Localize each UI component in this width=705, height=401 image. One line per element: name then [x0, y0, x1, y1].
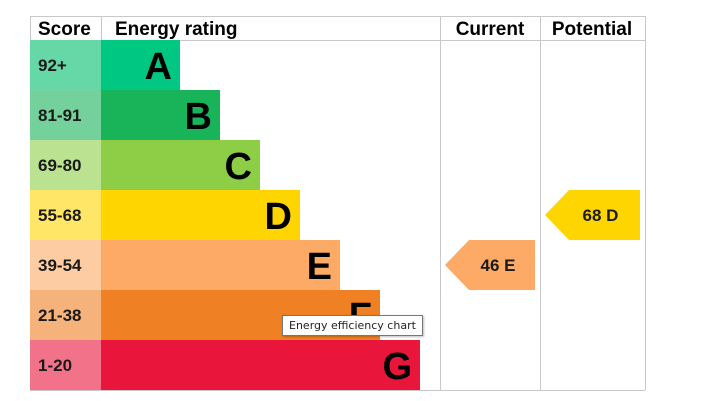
current-rating-arrow: 46 E	[445, 240, 535, 290]
band-a: 92+ A	[30, 40, 180, 90]
band-score-cell	[30, 240, 101, 290]
band-score-label: 39-54	[38, 256, 82, 275]
band-score-cell	[30, 140, 101, 190]
band-letter: G	[382, 346, 412, 388]
band-score-label: 81-91	[38, 106, 81, 125]
band-bar	[101, 340, 420, 390]
header-energy-rating: Energy rating	[115, 19, 237, 40]
band-letter: C	[225, 146, 252, 188]
potential-rating-arrow-shape	[545, 190, 640, 240]
band-score-label: 1-20	[38, 356, 72, 375]
header-current: Current	[456, 19, 525, 40]
band-letter: E	[307, 246, 332, 288]
band-score-cell	[30, 290, 101, 340]
potential-rating-arrow: 68 D	[545, 190, 640, 240]
band-g: 1-20 G	[30, 340, 420, 390]
band-c: 69-80 C	[30, 140, 260, 190]
band-letter: D	[265, 196, 292, 238]
rating-arrows: 46 E 68 D	[445, 190, 640, 290]
band-bar	[101, 190, 300, 240]
band-bar	[101, 90, 220, 140]
band-score-cell	[30, 40, 101, 90]
header-score: Score	[38, 19, 91, 40]
band-bar	[101, 40, 180, 90]
band-score-cell	[30, 190, 101, 240]
band-score-cell	[30, 340, 101, 390]
band-score-label: 92+	[38, 56, 67, 75]
potential-rating-arrow-label: 68 D	[583, 206, 619, 225]
band-bar	[101, 140, 260, 190]
band-score-label: 55-68	[38, 206, 81, 225]
band-score-label: 21-38	[38, 306, 81, 325]
band-b: 81-91 B	[30, 90, 220, 140]
current-rating-arrow-shape	[445, 240, 535, 290]
band-letter: A	[145, 46, 172, 88]
chart-headers: Score Energy rating Current Potential	[38, 19, 632, 40]
chart-tooltip: Energy efficiency chart	[282, 315, 423, 336]
band-score-label: 69-80	[38, 156, 81, 175]
band-score-cell	[30, 90, 101, 140]
current-rating-arrow-label: 46 E	[481, 256, 516, 275]
band-d: 55-68 D	[30, 190, 300, 240]
band-letter: B	[185, 96, 212, 138]
header-potential: Potential	[552, 19, 632, 40]
band-e: 39-54 E	[30, 240, 340, 290]
band-bar	[101, 240, 340, 290]
